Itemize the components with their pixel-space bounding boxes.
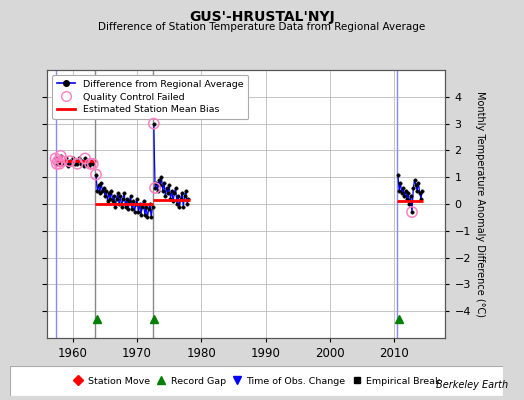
FancyBboxPatch shape	[10, 366, 503, 396]
Point	[52, 160, 61, 167]
Point	[55, 160, 63, 167]
Point	[151, 185, 159, 191]
Point	[66, 158, 74, 164]
Legend: Difference from Regional Average, Quality Control Failed, Estimated Station Mean: Difference from Regional Average, Qualit…	[52, 75, 248, 119]
Point	[73, 160, 82, 167]
Point	[57, 152, 65, 159]
Point	[81, 155, 89, 162]
Point	[408, 209, 416, 215]
Legend: Station Move, Record Gap, Time of Obs. Change, Empirical Break: Station Move, Record Gap, Time of Obs. C…	[70, 374, 444, 388]
Point	[149, 120, 158, 127]
Point	[51, 155, 60, 162]
Point	[86, 160, 94, 167]
Text: GUS'-HRUSTAL'NYJ: GUS'-HRUSTAL'NYJ	[189, 10, 335, 24]
Y-axis label: Monthly Temperature Anomaly Difference (°C): Monthly Temperature Anomaly Difference (…	[475, 91, 485, 317]
Point	[58, 158, 66, 164]
Point	[89, 160, 97, 167]
Text: Difference of Station Temperature Data from Regional Average: Difference of Station Temperature Data f…	[99, 22, 425, 32]
Text: Berkeley Earth: Berkeley Earth	[436, 380, 508, 390]
Point	[54, 158, 62, 164]
Point	[92, 171, 100, 178]
